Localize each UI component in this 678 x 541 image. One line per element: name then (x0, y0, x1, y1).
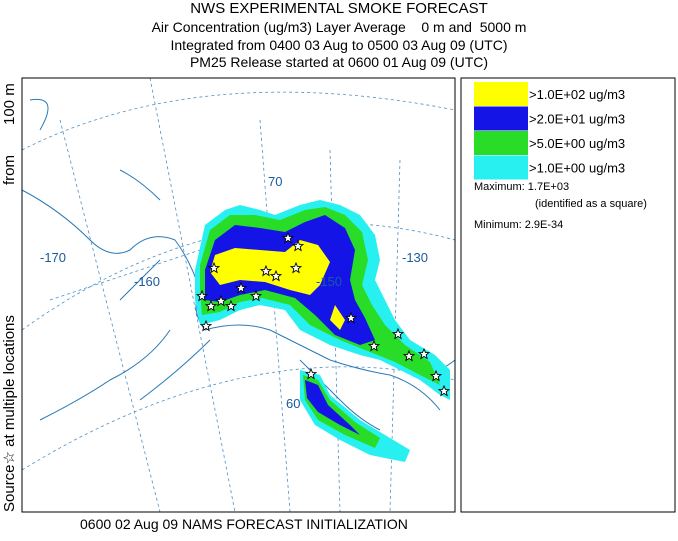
map: 70 -170 -160 -150 -130 60 (22, 78, 455, 512)
subtitle: PM25 Release started at 0600 01 Aug 09 (… (190, 54, 488, 70)
footer: 0600 02 Aug 09 NAMS FORECAST INITIALIZAT… (80, 516, 408, 532)
source-label: from (1, 155, 18, 185)
legend-swatch (474, 82, 528, 106)
subtitle: Air Concentration (ug/m3) Layer Average … (152, 19, 527, 35)
legend-swatch (474, 106, 528, 131)
legend-swatch (474, 131, 528, 155)
maximum-note: (identified as a square) (535, 198, 647, 210)
map-frame (21, 77, 456, 513)
minimum: Minimum: 2.9E-34 (474, 219, 563, 231)
legend-swatch (474, 155, 528, 180)
legend-label: >2.0E+01 ug/m3 (529, 112, 625, 127)
lon-label: -170 (40, 250, 66, 265)
source-label: 100 m (1, 83, 18, 125)
legend-label: >5.0E+00 ug/m3 (529, 136, 625, 151)
lon-label: -150 (316, 274, 342, 289)
legend-label: >1.0E+02 ug/m3 (529, 87, 625, 102)
lat-label: 70 (268, 174, 282, 189)
lat-label: 60 (286, 396, 300, 411)
legend-label: >1.0E+00 ug/m3 (529, 161, 625, 176)
source-label: Source☆ at multiple locations (1, 315, 18, 512)
subtitle: Integrated from 0400 03 Aug to 0500 03 A… (171, 37, 508, 53)
title: NWS EXPERIMENTAL SMOKE FORECAST (190, 0, 488, 17)
maximum: Maximum: 1.7E+03 (474, 181, 569, 193)
lon-label: -130 (402, 250, 428, 265)
legend: >1.0E+02 ug/m3 >2.0E+01 ug/m3 >5.0E+00 ug/… (474, 82, 625, 180)
lon-label: -160 (134, 274, 160, 289)
